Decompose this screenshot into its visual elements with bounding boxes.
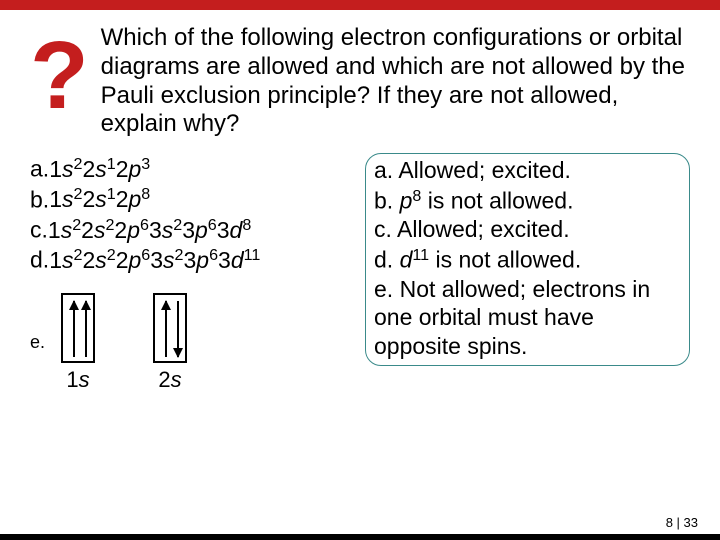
option-c-letter: c. bbox=[30, 217, 48, 243]
options-column: a.1s22s12p3 b.1s22s12p8 c.1s22s22p63s23p… bbox=[30, 153, 355, 393]
answer-box: a. Allowed; excited. b. p8 is not allowe… bbox=[365, 153, 690, 366]
top-accent-bar bbox=[0, 0, 720, 10]
bottom-bar bbox=[0, 534, 720, 540]
answer-c: c. Allowed; excited. bbox=[374, 215, 681, 244]
option-c: c.1s22s22p63s23p63d8 bbox=[30, 214, 355, 244]
orbital-1s: 1s bbox=[61, 293, 95, 393]
answer-e: e. Not allowed; electrons in one orbital… bbox=[374, 275, 681, 361]
header-row: ? Which of the following electron config… bbox=[30, 24, 690, 139]
orbital-label-1s: 1s bbox=[66, 367, 89, 393]
answer-a: a. Allowed; excited. bbox=[374, 156, 681, 185]
answer-b: b. p8 is not allowed. bbox=[374, 185, 681, 215]
option-b: b.1s22s12p8 bbox=[30, 184, 355, 214]
orbital-box-2s bbox=[153, 293, 187, 363]
option-b-letter: b. bbox=[30, 186, 49, 212]
orbital-box-1s bbox=[61, 293, 95, 363]
option-a: a.1s22s12p3 bbox=[30, 153, 355, 183]
answers-column: a. Allowed; excited. b. p8 is not allowe… bbox=[365, 153, 690, 393]
arrow-up-icon bbox=[85, 301, 87, 357]
body-columns: a.1s22s12p3 b.1s22s12p8 c.1s22s22p63s23p… bbox=[30, 153, 690, 393]
option-d-config: 1s22s22p63s23p63d11 bbox=[49, 247, 260, 273]
arrow-up-icon bbox=[165, 301, 167, 357]
slide-content: ? Which of the following electron config… bbox=[0, 10, 720, 393]
option-d-letter: d. bbox=[30, 247, 49, 273]
option-e-orbital: e. 1s 2s bbox=[30, 293, 355, 393]
arrow-up-icon bbox=[73, 301, 75, 357]
option-b-config: 1s22s12p8 bbox=[49, 186, 150, 212]
option-e-letter: e. bbox=[30, 332, 45, 353]
orbital-2s: 2s bbox=[153, 293, 187, 393]
answer-d: d. d11 is not allowed. bbox=[374, 244, 681, 274]
question-mark-icon: ? bbox=[30, 30, 89, 121]
question-text: Which of the following electron configur… bbox=[101, 24, 690, 139]
option-d: d.1s22s22p63s23p63d11 bbox=[30, 244, 355, 274]
orbital-label-2s: 2s bbox=[158, 367, 181, 393]
option-a-config: 1s22s12p3 bbox=[49, 156, 150, 182]
arrow-down-icon bbox=[177, 301, 179, 357]
option-a-letter: a. bbox=[30, 156, 49, 182]
page-footer: 8 | 33 bbox=[666, 515, 698, 530]
option-c-config: 1s22s22p63s23p63d8 bbox=[48, 217, 251, 243]
